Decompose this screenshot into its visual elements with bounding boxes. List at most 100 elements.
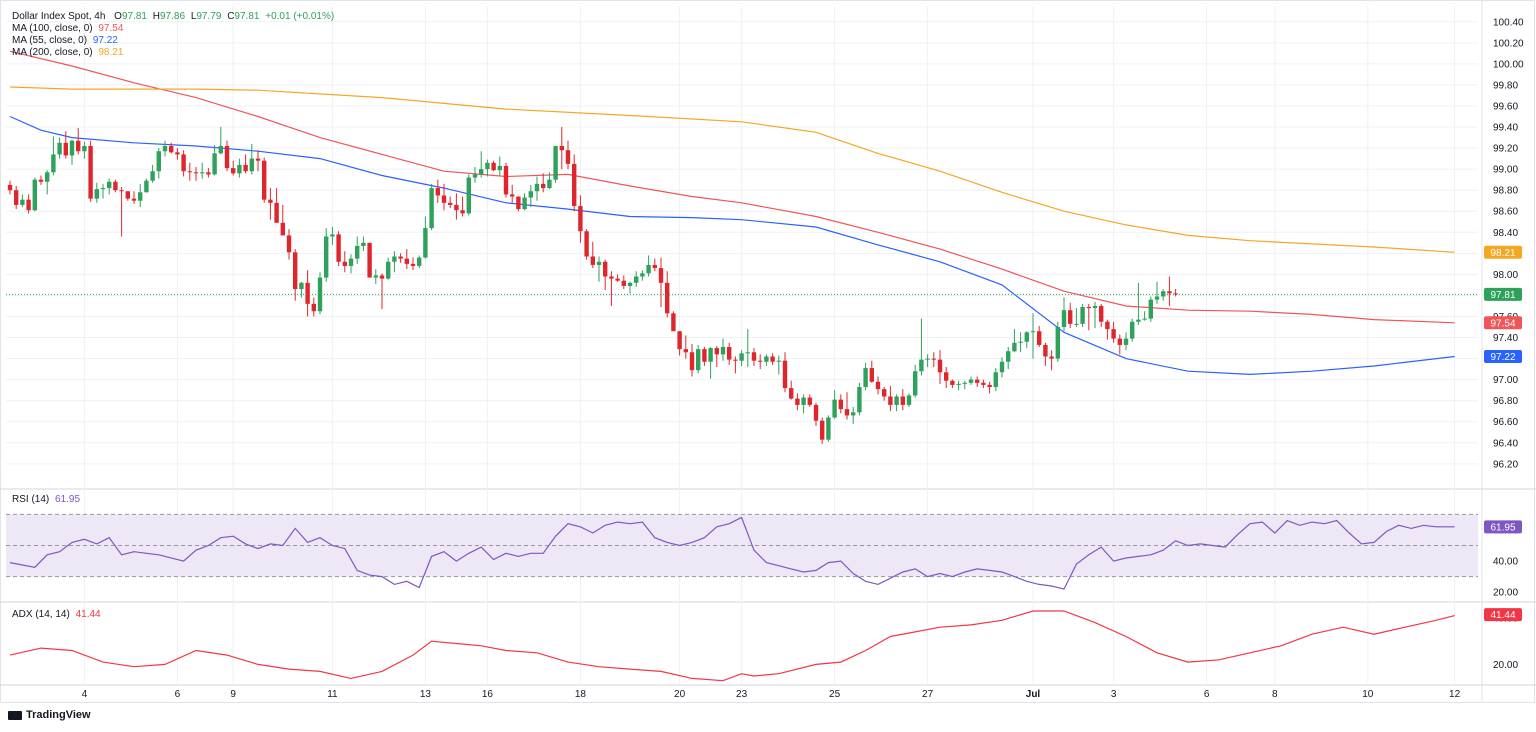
- candle-body: [1136, 319, 1141, 322]
- adx-y-tick: 20.00: [1493, 660, 1518, 671]
- candle-body: [249, 158, 254, 172]
- candle-body: [621, 280, 626, 286]
- candle-body: [745, 352, 750, 354]
- candle-body: [1092, 305, 1098, 309]
- candle-body: [646, 264, 651, 274]
- candle-body: [950, 380, 955, 385]
- candle-body: [305, 282, 310, 304]
- candle-body: [677, 331, 682, 350]
- legend-ma200[interactable]: MA (200, close, 0) 98.21: [12, 47, 126, 59]
- candle-body: [243, 164, 248, 172]
- x-tick-label: 3: [1111, 689, 1117, 700]
- adx-value: 41.44: [75, 609, 101, 620]
- change-value: +0.01 (+0.01%): [265, 11, 335, 22]
- x-tick-label: Jul: [1026, 689, 1041, 700]
- candle-body: [627, 282, 633, 286]
- candle-body: [460, 210, 465, 214]
- candle-body: [534, 183, 540, 192]
- candle-body: [733, 359, 738, 361]
- candle-body: [615, 278, 620, 281]
- candle-body: [1055, 327, 1060, 359]
- legend-rsi[interactable]: RSI (14) 61.95: [12, 494, 83, 506]
- candle-body: [193, 172, 199, 174]
- candle-body: [869, 368, 874, 382]
- candle-body: [237, 164, 242, 174]
- candle-body: [454, 204, 459, 211]
- legend-ma55[interactable]: MA (55, close, 0) 97.22: [12, 35, 121, 47]
- candle-body: [169, 145, 174, 153]
- price-badge-bg: [1484, 287, 1522, 301]
- candle-body: [658, 268, 664, 283]
- candle-body: [38, 179, 44, 182]
- candle-body: [962, 382, 967, 384]
- candle-body: [268, 199, 273, 203]
- candle-body: [751, 352, 757, 361]
- candle-body: [200, 172, 205, 174]
- rsi-label: RSI (14): [12, 494, 50, 505]
- candle-body: [392, 256, 397, 262]
- candle-body: [981, 382, 986, 385]
- candle-body: [175, 152, 180, 155]
- candle-body: [32, 179, 37, 211]
- y-tick-label: 99.00: [1493, 165, 1518, 176]
- candle-body: [435, 188, 440, 196]
- candle-body: [832, 399, 837, 418]
- candle-body: [968, 379, 974, 383]
- y-tick-label: 97.40: [1493, 333, 1518, 344]
- y-tick-label: 96.60: [1493, 417, 1518, 428]
- legend-symbol: Dollar Index Spot, 4h O97.81 H97.86 L97.…: [12, 11, 335, 22]
- x-tick-label: 11: [327, 689, 338, 700]
- x-tick-label: 27: [922, 689, 934, 700]
- ma200-badge-bg: [1484, 245, 1522, 259]
- candle-body: [572, 163, 577, 206]
- x-tick-label: 20: [674, 689, 686, 700]
- candle-body: [875, 381, 881, 390]
- candle-body: [510, 194, 515, 197]
- candle-body: [14, 190, 19, 205]
- x-tick-label: 9: [230, 689, 236, 700]
- candle-body: [516, 196, 521, 210]
- candle-body: [187, 171, 192, 173]
- candle-body: [398, 256, 403, 259]
- candle-body: [76, 140, 81, 152]
- candle-body: [100, 188, 106, 190]
- tradingview-logo[interactable]: TradingView: [8, 709, 91, 721]
- tradingview-logo-icon: [8, 710, 22, 720]
- candle-body: [212, 153, 217, 175]
- candle-body: [801, 397, 806, 405]
- candle-body: [336, 234, 341, 262]
- candle-body: [1117, 338, 1122, 345]
- candle-body: [851, 412, 856, 416]
- rsi-y-tick: 40.00: [1493, 557, 1518, 568]
- y-tick-label: 100.40: [1493, 17, 1524, 28]
- candle-body: [491, 162, 496, 171]
- candle-body: [330, 234, 335, 237]
- candle-body: [138, 192, 143, 201]
- ma55-badge: 97.22: [1490, 352, 1515, 363]
- candle-body: [386, 261, 391, 279]
- price-badge: 97.81: [1490, 290, 1515, 301]
- candle-body: [280, 222, 285, 236]
- ma200-value: 98.21: [98, 47, 124, 58]
- candle-body: [231, 168, 236, 174]
- candle-body: [1024, 332, 1029, 342]
- ma-line: [9, 86, 1455, 253]
- y-tick-label: 96.80: [1493, 396, 1518, 407]
- candle-body: [113, 181, 118, 191]
- legend-adx[interactable]: ADX (14, 14) 41.44: [12, 609, 104, 621]
- chart-frame: [0, 0, 1535, 703]
- candle-body: [1018, 341, 1023, 343]
- candle-body: [609, 276, 614, 279]
- candle-body: [125, 191, 130, 199]
- candle-body: [367, 242, 372, 278]
- candle-body: [324, 236, 329, 278]
- legend-ma100[interactable]: MA (100, close, 0) 97.54: [12, 23, 126, 35]
- candle-body: [776, 360, 781, 362]
- candle-body: [789, 388, 794, 399]
- y-tick-label: 100.20: [1493, 38, 1524, 49]
- candle-body: [404, 258, 409, 264]
- x-tick-label: 25: [829, 689, 841, 700]
- candle-body: [503, 165, 509, 195]
